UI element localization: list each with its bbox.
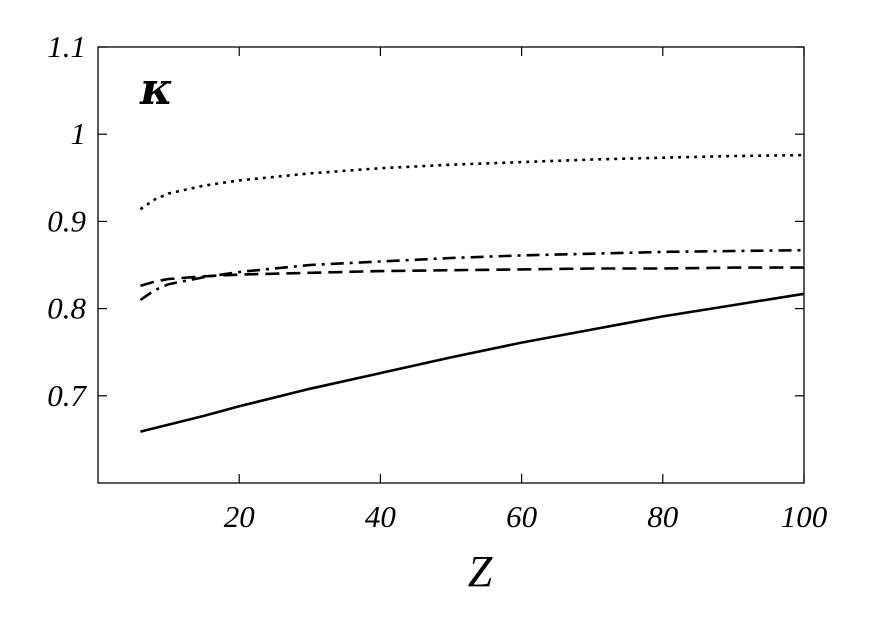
y-tick-label: 0.9 <box>47 203 86 238</box>
x-tick-label: 100 <box>781 499 828 534</box>
x-tick-label: 20 <box>224 499 256 534</box>
y-tick-label: 0.7 <box>47 378 87 413</box>
y-axis: 0.7 0.8 0.9 1 1.1 <box>47 29 804 413</box>
x-axis: 20 40 60 80 100 <box>224 47 828 534</box>
y-tick-label: 0.8 <box>47 291 86 326</box>
chart-annotation: κ <box>139 64 173 115</box>
series-line-solid <box>140 292 805 433</box>
series-layer <box>139 153 805 433</box>
y-tick-label: 1.1 <box>47 29 86 64</box>
x-axis-title: Z <box>468 547 493 596</box>
x-tick-label: 60 <box>506 499 538 534</box>
x-tick-label: 40 <box>365 499 397 534</box>
series-line-dotted <box>139 153 805 211</box>
y-tick-label: 1 <box>71 116 87 151</box>
series-line-dashed <box>140 266 804 288</box>
series-line-dash-dot <box>139 248 805 301</box>
plot-frame <box>97 46 805 484</box>
x-tick-label: 80 <box>647 499 679 534</box>
